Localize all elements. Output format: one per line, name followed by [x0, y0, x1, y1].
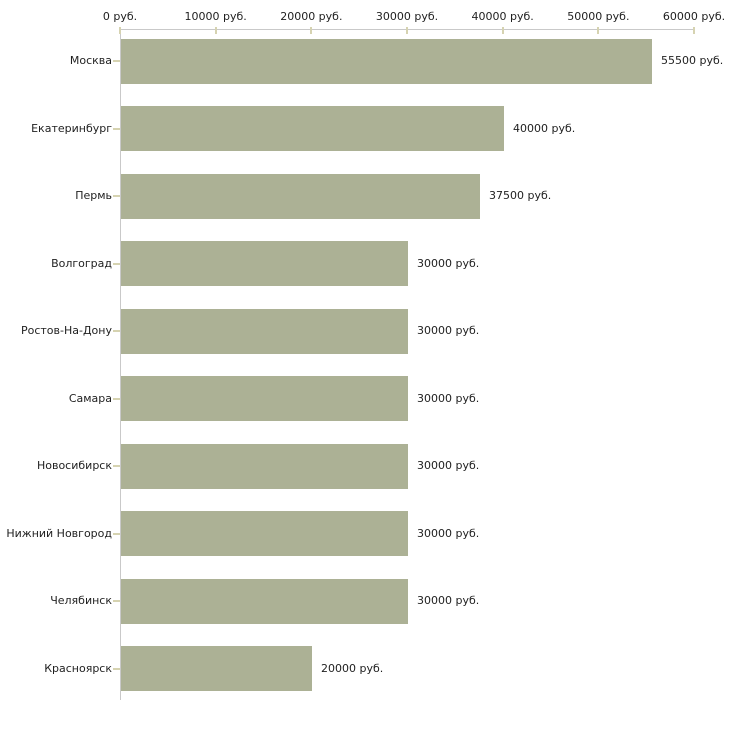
value-label: 30000 руб.	[417, 526, 480, 540]
x-axis-tick-mark	[693, 27, 695, 34]
value-label: 30000 руб.	[417, 256, 480, 270]
category-tick-mark	[113, 60, 120, 62]
category-label: Челябинск	[50, 594, 112, 607]
category-label: Москва	[69, 54, 112, 67]
category-label: Волгоград	[51, 256, 112, 270]
x-axis-tick-mark	[597, 27, 600, 34]
category-tick-mark	[113, 195, 120, 197]
category-label: Красноярск	[44, 661, 112, 675]
category-tick-mark	[113, 330, 120, 332]
x-axis-tick-label: 20000 руб.	[280, 10, 343, 23]
x-axis-tick-mark	[310, 27, 313, 34]
bar-0	[121, 38, 652, 84]
x-axis-tick-label: 40000 руб.	[471, 10, 534, 23]
category-label: Новосибирск	[36, 459, 112, 472]
bar-3	[121, 241, 408, 286]
value-label: 30000 руб.	[417, 391, 480, 405]
value-label: 30000 руб.	[417, 324, 480, 337]
x-axis-tick-mark	[501, 27, 504, 34]
bar-8	[121, 578, 408, 624]
category-label: Екатеринбург	[31, 121, 112, 135]
category-tick-mark	[113, 262, 120, 265]
category-tick-mark	[113, 397, 120, 400]
category-label: Нижний Новгород	[6, 526, 112, 540]
category-tick-mark	[113, 127, 120, 130]
value-label: 55500 руб.	[661, 54, 724, 67]
x-axis-tick-mark	[406, 27, 408, 34]
x-axis-tick-mark	[214, 27, 217, 34]
category-label: Пермь	[75, 189, 112, 202]
x-axis-tick-mark	[119, 27, 121, 34]
bar-1	[121, 106, 504, 151]
category-label: Ростов-На-Дону	[20, 324, 112, 337]
bar-5	[121, 376, 408, 421]
bar-2	[121, 173, 480, 219]
bar-9	[121, 646, 312, 691]
value-label: 30000 руб.	[417, 594, 480, 607]
category-tick-mark	[113, 667, 120, 670]
category-tick-mark	[113, 465, 120, 467]
category-tick-mark	[113, 532, 120, 535]
value-label: 30000 руб.	[417, 459, 480, 472]
category-tick-mark	[113, 600, 120, 602]
x-axis-tick-label: 0 руб.	[102, 10, 138, 23]
value-label: 20000 руб.	[321, 661, 384, 675]
x-axis-tick-label: 50000 руб.	[567, 10, 630, 23]
y-axis-line	[120, 29, 121, 700]
bar-7	[121, 511, 408, 556]
value-label: 37500 руб.	[489, 189, 552, 202]
x-axis-tick-label: 60000 руб.	[662, 10, 726, 23]
bar-6	[121, 443, 408, 489]
value-label: 40000 руб.	[513, 121, 576, 135]
bar-4	[121, 308, 408, 354]
x-axis-tick-label: 10000 руб.	[184, 10, 247, 23]
category-label: Самара	[68, 391, 112, 405]
x-axis-tick-label: 30000 руб.	[375, 10, 439, 23]
